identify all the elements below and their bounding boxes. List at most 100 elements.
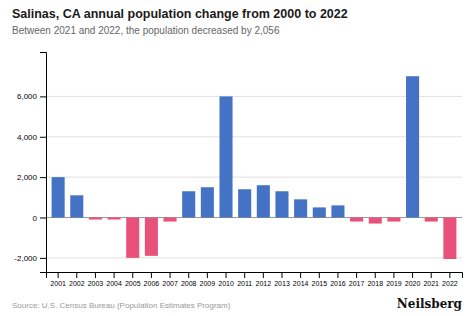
grid-line bbox=[46, 136, 462, 137]
bar bbox=[52, 177, 65, 217]
plot: -2,00002,0004,0006,000200120022003200420… bbox=[14, 53, 462, 287]
x-tick-label: 2001 bbox=[50, 280, 66, 287]
x-tick-mark bbox=[58, 272, 59, 278]
y-tick-label: 2,000 bbox=[17, 173, 38, 182]
x-tick-mark bbox=[337, 272, 338, 278]
x-tick-mark bbox=[95, 272, 96, 278]
bar bbox=[275, 191, 288, 217]
x-tick-mark bbox=[281, 272, 282, 278]
bar bbox=[313, 207, 326, 217]
x-tick: 2020 bbox=[405, 272, 421, 287]
y-tick-mark bbox=[40, 137, 46, 138]
x-tick: 2004 bbox=[106, 272, 122, 287]
y-tick-mark bbox=[40, 96, 46, 97]
x-tick-label: 2006 bbox=[144, 280, 160, 287]
x-tick-mark bbox=[300, 272, 301, 278]
x-axis-line bbox=[47, 273, 463, 279]
x-tick-label: 2008 bbox=[181, 280, 197, 287]
x-tick-label: 2004 bbox=[106, 280, 122, 287]
y-tick-mark bbox=[40, 218, 46, 219]
x-tick: 2010 bbox=[218, 272, 234, 287]
x-tick-mark bbox=[207, 272, 208, 278]
x-tick-label: 2005 bbox=[125, 280, 141, 287]
x-tick-label: 2021 bbox=[423, 280, 439, 287]
y-tick: 2,000 bbox=[17, 173, 46, 182]
x-tick: 2022 bbox=[442, 272, 458, 287]
y-axis: -2,000 0 2,000 4,000 6,000 bbox=[14, 53, 46, 273]
y-tick-label: 4,000 bbox=[17, 133, 38, 142]
bar bbox=[238, 189, 251, 217]
x-tick-label: 2012 bbox=[256, 280, 272, 287]
x-tick-label: 2010 bbox=[218, 280, 234, 287]
x-tick-mark bbox=[412, 272, 413, 278]
x-tick-mark bbox=[114, 272, 115, 278]
x-tick: 2013 bbox=[274, 272, 290, 287]
y-axis-line bbox=[40, 53, 47, 273]
x-tick: 2006 bbox=[144, 272, 160, 287]
bar bbox=[164, 218, 177, 222]
x-tick-mark bbox=[375, 272, 376, 278]
bar bbox=[108, 218, 121, 220]
x-tick: 2007 bbox=[162, 272, 178, 287]
x-tick: 2003 bbox=[88, 272, 104, 287]
x-tick-mark bbox=[449, 272, 450, 278]
x-tick-mark bbox=[263, 272, 264, 278]
grid-line bbox=[46, 96, 462, 97]
bar bbox=[182, 191, 195, 217]
x-tick: 2011 bbox=[237, 272, 252, 287]
x-tick: 2019 bbox=[386, 272, 402, 287]
bar bbox=[369, 218, 382, 224]
x-tick: 2021 bbox=[423, 272, 439, 287]
x-tick: 2012 bbox=[256, 272, 272, 287]
x-tick-mark bbox=[170, 272, 171, 278]
x-tick-mark bbox=[226, 272, 227, 278]
x-tick-label: 2016 bbox=[330, 280, 346, 287]
y-tick-label: -2,000 bbox=[14, 254, 37, 263]
x-tick: 2016 bbox=[330, 272, 346, 287]
y-tick: 6,000 bbox=[17, 92, 46, 101]
y-tick-label: 0 bbox=[33, 214, 38, 223]
bar bbox=[257, 185, 270, 217]
x-tick-label: 2009 bbox=[200, 280, 216, 287]
bar bbox=[387, 218, 400, 222]
x-tick-mark bbox=[132, 272, 133, 278]
bar bbox=[350, 218, 363, 222]
x-tick: 2014 bbox=[293, 272, 309, 287]
grid bbox=[46, 96, 462, 257]
bar bbox=[126, 218, 139, 258]
title: Salinas, CA annual population change fro… bbox=[12, 7, 348, 21]
x-tick-mark bbox=[431, 272, 432, 278]
grid-line bbox=[46, 257, 462, 258]
x-tick-label: 2014 bbox=[293, 280, 309, 287]
x-tick-mark bbox=[244, 272, 245, 278]
bar bbox=[89, 218, 102, 220]
x-tick: 2009 bbox=[200, 272, 216, 287]
x-tick: 2008 bbox=[181, 272, 197, 287]
x-tick-mark bbox=[76, 272, 77, 278]
bar bbox=[201, 187, 214, 217]
x-tick-label: 2013 bbox=[274, 280, 290, 287]
x-tick: 2002 bbox=[69, 272, 85, 287]
bar bbox=[70, 195, 83, 217]
bar bbox=[219, 96, 232, 217]
source: Source: U.S. Census Bureau (Population E… bbox=[12, 301, 231, 310]
x-tick-label: 2007 bbox=[162, 280, 178, 287]
bar bbox=[294, 199, 307, 217]
bar bbox=[425, 218, 438, 222]
x-axis: 2001200220032004200520062007200820092010… bbox=[47, 272, 463, 287]
x-tick: 2018 bbox=[367, 272, 383, 287]
x-tick-label: 2015 bbox=[312, 280, 328, 287]
x-tick-label: 2022 bbox=[442, 280, 458, 287]
bar bbox=[443, 218, 456, 259]
chart: Salinas, CA annual population change fro… bbox=[0, 0, 474, 316]
y-tick-mark bbox=[40, 177, 46, 178]
bar bbox=[145, 218, 158, 256]
x-tick: 2001 bbox=[50, 272, 66, 287]
x-tick-mark bbox=[319, 272, 320, 278]
grid-line bbox=[46, 177, 462, 178]
x-tick-mark bbox=[393, 272, 394, 278]
x-tick-label: 2018 bbox=[367, 280, 383, 287]
y-tick: -2,000 bbox=[14, 254, 46, 263]
x-tick-label: 2020 bbox=[405, 280, 421, 287]
brand: Neilsberg bbox=[397, 297, 463, 311]
